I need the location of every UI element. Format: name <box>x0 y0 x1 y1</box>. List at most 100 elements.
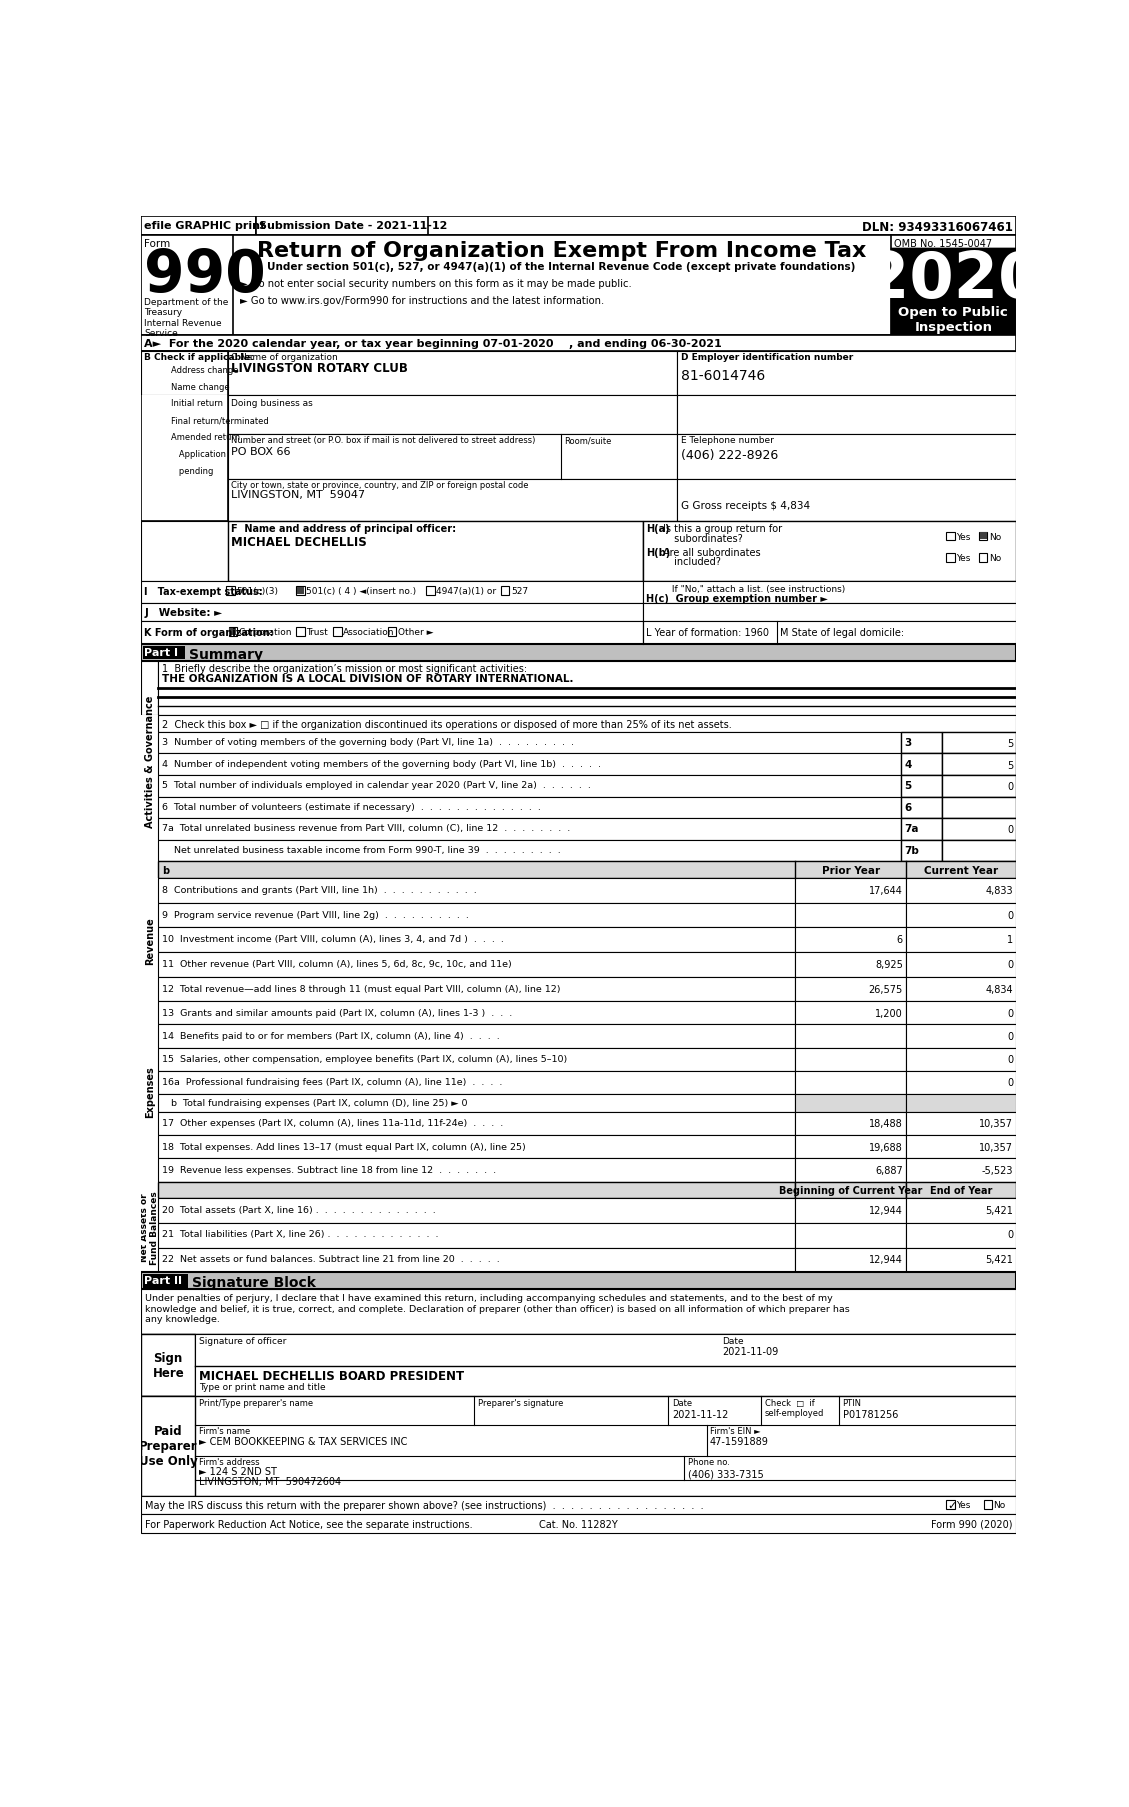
Bar <box>158 1095 795 1113</box>
Text: Submission Date - 2021-11-12: Submission Date - 2021-11-12 <box>259 220 447 231</box>
Text: 0: 0 <box>1007 782 1013 791</box>
Text: 501(c) ( 4 ) ◄(insert no.): 501(c) ( 4 ) ◄(insert no.) <box>306 587 417 596</box>
Bar <box>141 978 158 1001</box>
Text: 18,488: 18,488 <box>869 1119 903 1129</box>
Bar <box>141 1272 1016 1290</box>
Text: H(a): H(a) <box>646 524 669 533</box>
Bar <box>158 904 795 929</box>
Bar <box>943 754 1016 775</box>
Text: 21  Total liabilities (Part X, line 26) .  .  .  .  .  .  .  .  .  .  .  .  .: 21 Total liabilities (Part X, line 26) .… <box>163 1229 438 1238</box>
Text: Doing business as: Doing business as <box>231 399 313 407</box>
Text: Expenses: Expenses <box>145 1066 155 1119</box>
Text: (406) 222-8926: (406) 222-8926 <box>681 448 778 461</box>
Text: 0: 0 <box>1007 824 1013 835</box>
Bar <box>907 878 1016 904</box>
Text: Association: Association <box>343 627 395 636</box>
Text: H(c)  Group exemption number ►: H(c) Group exemption number ► <box>647 595 829 604</box>
Bar <box>141 929 158 952</box>
Text: Address change: Address change <box>170 365 238 374</box>
Bar <box>141 1395 1016 1496</box>
Bar <box>795 878 907 904</box>
Text: efile GRAPHIC print: efile GRAPHIC print <box>145 220 265 231</box>
Text: D Employer identification number: D Employer identification number <box>681 352 852 361</box>
Bar <box>907 1113 1016 1137</box>
Text: Current Year: Current Year <box>924 866 998 876</box>
Bar <box>907 952 1016 978</box>
Text: C Name of organization: C Name of organization <box>231 352 338 361</box>
Text: 4947(a)(1) or: 4947(a)(1) or <box>437 587 497 596</box>
Bar <box>158 840 901 862</box>
Bar <box>141 819 158 840</box>
Bar <box>195 1334 1016 1395</box>
Text: Firm's EIN ►: Firm's EIN ► <box>710 1426 761 1435</box>
Text: 10,357: 10,357 <box>979 1142 1013 1151</box>
Bar <box>141 1095 158 1113</box>
Bar <box>141 1334 195 1395</box>
Text: 0: 0 <box>1007 1229 1013 1240</box>
Text: Open to Public
Inspection: Open to Public Inspection <box>899 305 1008 332</box>
Bar <box>891 296 1016 336</box>
Bar <box>795 1001 907 1025</box>
Text: 10,357: 10,357 <box>979 1119 1013 1129</box>
Text: Sign
Here: Sign Here <box>152 1352 184 1379</box>
Text: 0: 0 <box>1007 1053 1013 1064</box>
Text: 26,575: 26,575 <box>868 985 903 994</box>
Bar <box>158 1249 795 1272</box>
Bar <box>907 1223 1016 1249</box>
Text: 19,688: 19,688 <box>869 1142 903 1151</box>
Bar <box>141 237 233 336</box>
Text: Prior Year: Prior Year <box>822 866 879 876</box>
Bar <box>141 479 228 522</box>
Bar <box>158 1025 795 1048</box>
Bar <box>795 1249 907 1272</box>
Bar <box>141 435 228 479</box>
Text: No: No <box>989 555 1001 564</box>
Text: 15  Salaries, other compensation, employee benefits (Part IX, column (A), lines : 15 Salaries, other compensation, employe… <box>163 1053 567 1063</box>
Text: Date: Date <box>672 1399 692 1408</box>
Text: Name change: Name change <box>170 383 229 392</box>
Bar <box>158 754 901 775</box>
Bar <box>907 1072 1016 1095</box>
Bar <box>980 533 987 540</box>
Bar <box>141 336 1016 352</box>
Bar <box>644 604 1016 622</box>
Bar <box>141 522 228 582</box>
Bar <box>158 1198 795 1223</box>
Text: Application: Application <box>170 450 226 459</box>
Bar <box>983 1500 992 1509</box>
Text: 1  Briefly describe the organization’s mission or most significant activities:: 1 Briefly describe the organization’s mi… <box>163 663 527 674</box>
Text: 5: 5 <box>1007 739 1013 748</box>
Text: b: b <box>163 866 169 876</box>
Bar <box>141 1113 158 1137</box>
Bar <box>677 479 1016 522</box>
Text: 7a: 7a <box>904 824 919 835</box>
Bar <box>142 647 184 660</box>
Bar <box>333 627 342 636</box>
Bar <box>387 627 396 636</box>
Bar <box>141 1198 158 1223</box>
Text: Department of the
Treasury
Internal Revenue
Service: Department of the Treasury Internal Reve… <box>145 298 228 338</box>
Text: Under section 501(c), 527, or 4947(a)(1) of the Internal Revenue Code (except pr: Under section 501(c), 527, or 4947(a)(1)… <box>268 262 856 273</box>
Bar <box>141 1223 158 1249</box>
Bar <box>141 582 644 604</box>
Text: If "No," attach a list. (see instructions): If "No," attach a list. (see instruction… <box>647 585 846 595</box>
Bar <box>907 1137 1016 1158</box>
Text: 5,421: 5,421 <box>986 1205 1013 1214</box>
Bar <box>296 627 305 636</box>
Text: OMB No. 1545-0047: OMB No. 1545-0047 <box>894 239 991 249</box>
Bar <box>141 1395 195 1496</box>
Bar <box>141 904 158 929</box>
Text: Part I: Part I <box>145 647 178 658</box>
Bar <box>228 522 642 582</box>
Bar <box>141 1001 158 1025</box>
Text: 13  Grants and similar amounts paid (Part IX, column (A), lines 1-3 )  .  .  .: 13 Grants and similar amounts paid (Part… <box>163 1008 513 1017</box>
Text: A►  For the 2020 calendar year, or tax year beginning 07-01-2020    , and ending: A► For the 2020 calendar year, or tax ye… <box>145 340 721 349</box>
Text: LIVINGSTON ROTARY CLUB: LIVINGSTON ROTARY CLUB <box>231 361 408 376</box>
Text: 4,834: 4,834 <box>986 985 1013 994</box>
Text: PO BOX 66: PO BOX 66 <box>231 446 290 457</box>
Text: Net unrelated business taxable income from Form 990-T, line 39  .  .  .  .  .  .: Net unrelated business taxable income fr… <box>163 846 561 855</box>
Text: b  Total fundraising expenses (Part IX, column (D), line 25) ► 0: b Total fundraising expenses (Part IX, c… <box>163 1099 467 1108</box>
Bar <box>158 1072 795 1095</box>
Bar <box>141 862 158 878</box>
Text: 19  Revenue less expenses. Subtract line 18 from line 12  .  .  .  .  .  .  .: 19 Revenue less expenses. Subtract line … <box>163 1166 496 1175</box>
